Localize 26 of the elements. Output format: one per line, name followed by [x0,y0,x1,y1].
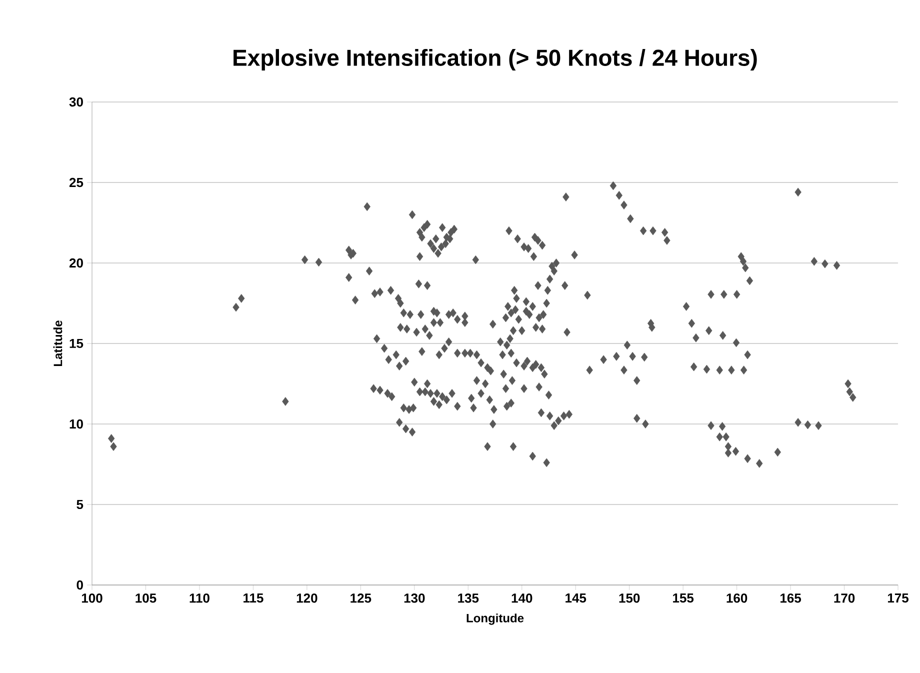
x-tick-label: 155 [673,594,694,603]
x-tick-label: 175 [888,594,908,603]
x-tick-label: 160 [726,594,748,603]
x-tick-label: 135 [458,594,479,603]
y-axis-title: Latitude [53,320,62,366]
y-tick-label: 15 [70,338,84,348]
y-tick-label: 20 [69,258,83,268]
y-tick-label: 10 [70,419,83,429]
x-axis-title: Longitude [466,614,524,625]
x-tick-label: 170 [834,594,855,603]
x-tick-label: 105 [136,594,156,603]
x-tick-label: 165 [780,594,802,603]
y-tick-label: 25 [69,178,84,188]
x-tick-label: 150 [619,594,640,603]
x-tick-label: 140 [512,594,532,603]
x-tick-label: 100 [82,594,102,603]
y-tick-label: 30 [69,97,83,107]
x-tick-label: 145 [566,594,586,603]
y-tick-label: 5 [76,500,84,510]
x-tick-label: 125 [350,594,372,603]
x-tick-label: 115 [244,594,264,603]
x-tick-label: 130 [404,594,425,603]
chart-title: Explosive Intensification (> 50 Knots / 24 Hours) [234,49,757,70]
x-tick-label: 110 [190,594,210,603]
x-tick-label: 120 [296,594,318,603]
y-tick-label: 0 [76,580,83,590]
